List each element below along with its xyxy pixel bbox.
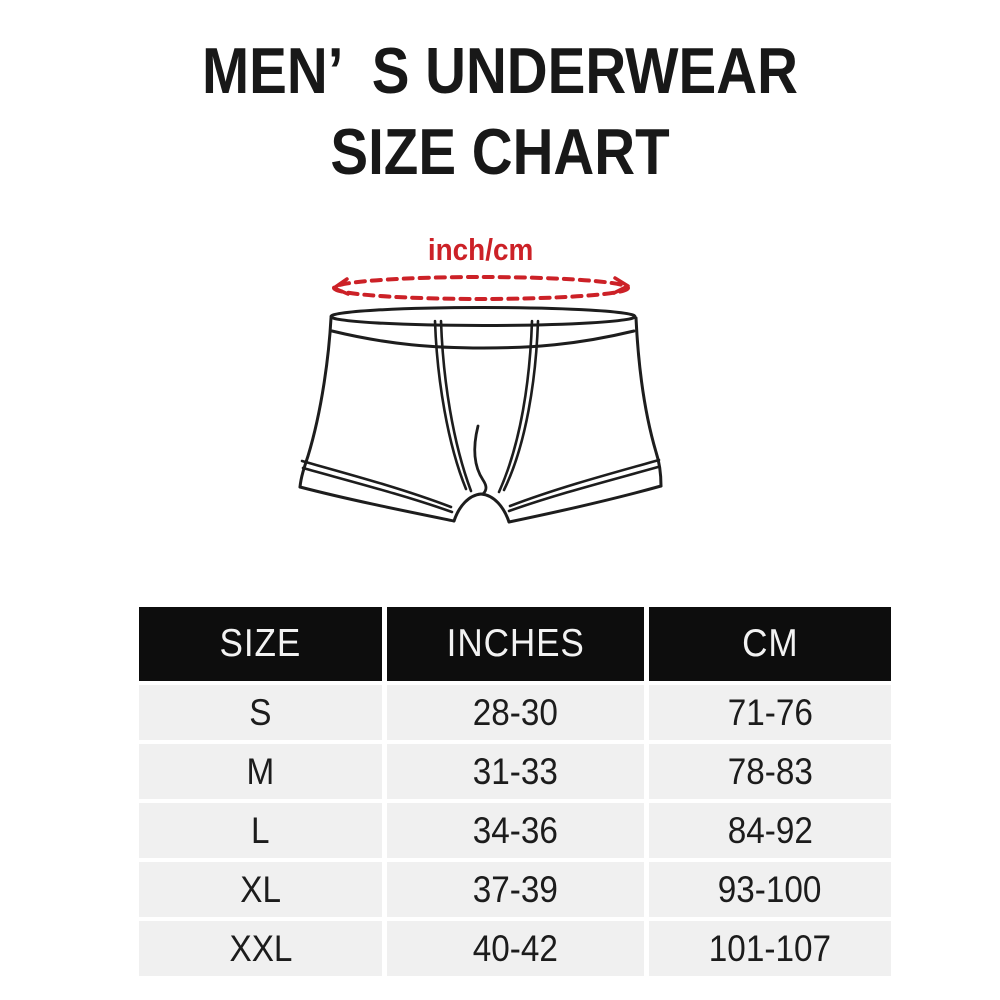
measure-unit-label: inch/cm xyxy=(428,232,534,267)
size-cell: XXL xyxy=(139,921,382,976)
page-title-line2: SIZE CHART xyxy=(330,115,670,188)
inches-cell: 37-39 xyxy=(387,862,644,917)
column-header-size-label: SIZE xyxy=(219,622,302,665)
table-header-row: SIZE INCHES CM xyxy=(139,607,891,681)
table-row: M 31-33 78-83 xyxy=(139,744,891,799)
inches-cell: 34-36 xyxy=(387,803,644,858)
size-cell: M xyxy=(139,744,382,799)
table-row: S 28-30 71-76 xyxy=(139,685,891,740)
column-header-inches-label: INCHES xyxy=(446,622,585,665)
table-row: XXL 40-42 101-107 xyxy=(139,921,891,976)
table-row: XL 37-39 93-100 xyxy=(139,862,891,917)
table-row: L 34-36 84-92 xyxy=(139,803,891,858)
size-chart-table: SIZE INCHES CM S 28-30 71-76 M 31-33 78-… xyxy=(139,607,891,976)
size-table-body: S 28-30 71-76 M 31-33 78-83 L 34-36 84-9… xyxy=(139,685,891,976)
size-cell: XL xyxy=(139,862,382,917)
size-cell: L xyxy=(139,803,382,858)
inches-cell: 31-33 xyxy=(387,744,644,799)
measure-unit-label-wrap: inch/cm xyxy=(281,234,681,265)
column-header-cm: CM xyxy=(649,607,891,681)
column-header-size: SIZE xyxy=(139,607,382,681)
boxer-briefs-drawing xyxy=(298,306,663,524)
column-header-inches: INCHES xyxy=(387,607,644,681)
page-title-line1: MEN’ S UNDERWEAR xyxy=(202,34,798,107)
cm-cell: 101-107 xyxy=(649,921,891,976)
cm-cell: 84-92 xyxy=(649,803,891,858)
column-header-cm-label: CM xyxy=(741,622,799,665)
waist-measure-ellipse-icon xyxy=(332,275,630,301)
cm-cell: 71-76 xyxy=(649,685,891,740)
inches-cell: 40-42 xyxy=(387,921,644,976)
size-cell: S xyxy=(139,685,382,740)
underwear-diagram xyxy=(298,275,663,524)
cm-cell: 78-83 xyxy=(649,744,891,799)
cm-cell: 93-100 xyxy=(649,862,891,917)
inches-cell: 28-30 xyxy=(387,685,644,740)
